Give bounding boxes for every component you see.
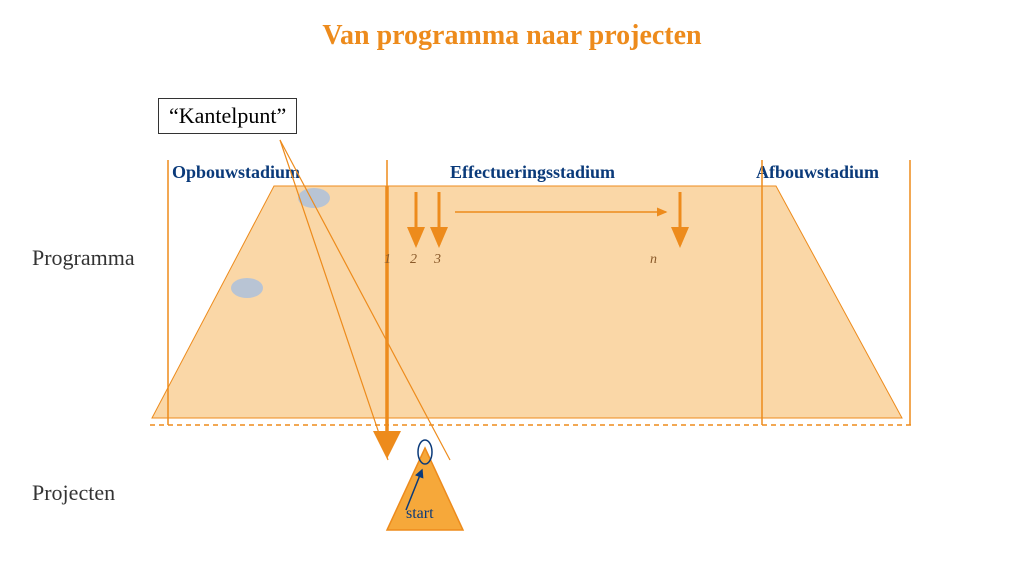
label-2: 2	[410, 252, 417, 268]
ellipse-2	[231, 278, 263, 298]
diagram-svg	[0, 0, 1024, 576]
label-1: 1	[384, 252, 391, 268]
label-n: n	[650, 252, 657, 268]
trapezoid	[152, 186, 902, 418]
label-3: 3	[434, 252, 441, 268]
label-start: start	[406, 505, 434, 523]
